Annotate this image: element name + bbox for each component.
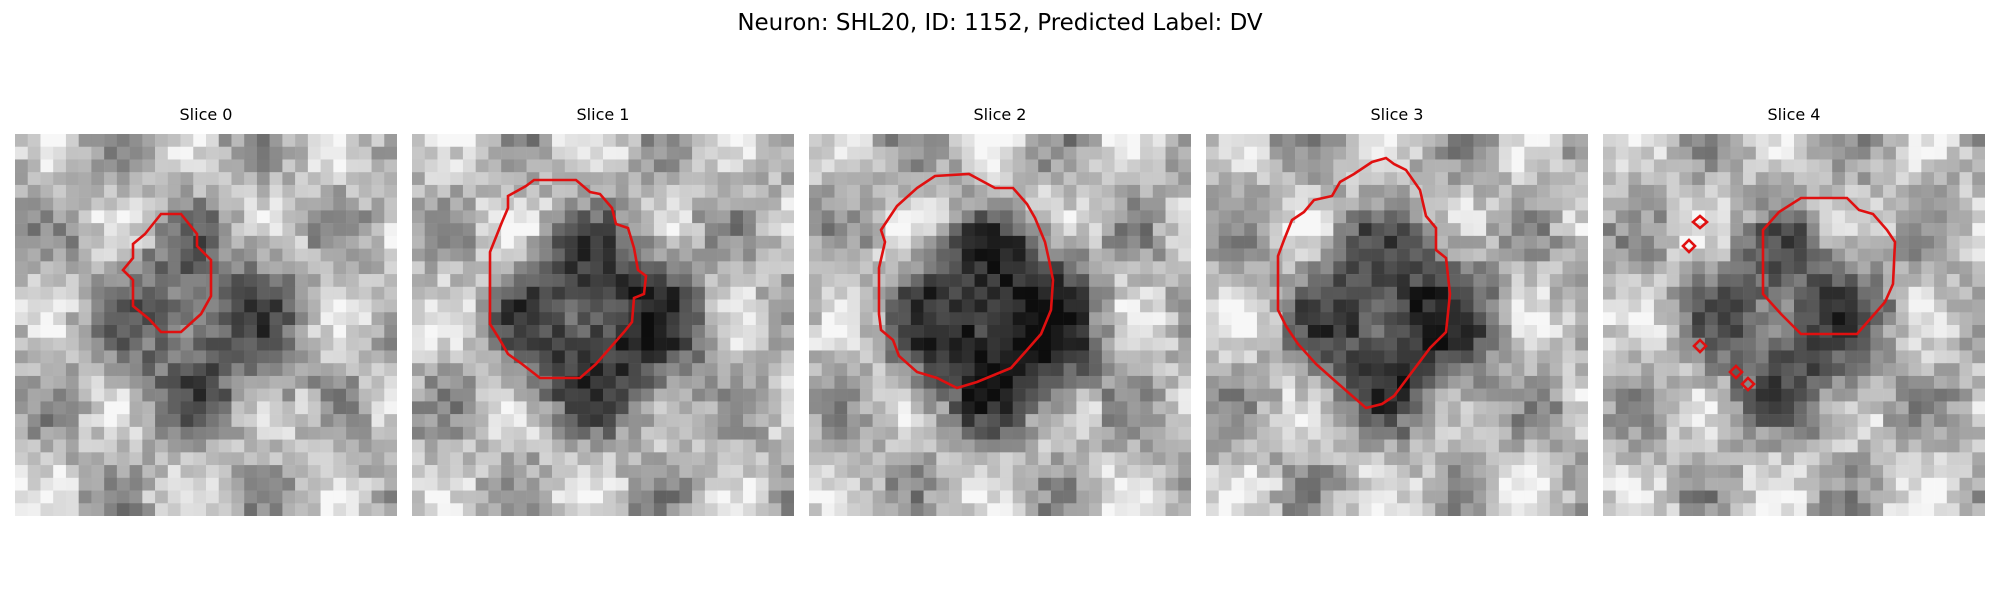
slice-panel-1: Slice 1 bbox=[412, 104, 794, 516]
slice-panel-4: Slice 4 bbox=[1603, 104, 1985, 516]
segmentation-contour-3 bbox=[1276, 156, 1452, 410]
slice-image-3 bbox=[1206, 134, 1588, 516]
slice-panel-0: Slice 0 bbox=[15, 104, 397, 516]
slice-panel-3: Slice 3 bbox=[1206, 104, 1588, 516]
slice-image-1 bbox=[412, 134, 794, 516]
segmentation-contour-1 bbox=[488, 178, 648, 380]
slice-title-0: Slice 0 bbox=[179, 105, 233, 124]
slice-title-4: Slice 4 bbox=[1767, 105, 1821, 124]
slice-title-1: Slice 1 bbox=[576, 105, 630, 124]
slice-image-2 bbox=[809, 134, 1191, 516]
slice-panel-2: Slice 2 bbox=[809, 104, 1191, 516]
segmentation-contour-0 bbox=[121, 212, 213, 334]
slice-title-3: Slice 3 bbox=[1370, 105, 1424, 124]
segmentation-contour-2 bbox=[877, 172, 1055, 390]
slice-image-4 bbox=[1603, 134, 1985, 516]
slice-title-2: Slice 2 bbox=[973, 105, 1027, 124]
segmentation-contour-4 bbox=[1681, 196, 1897, 392]
figure-title: Neuron: SHL20, ID: 1152, Predicted Label… bbox=[737, 10, 1263, 36]
slice-image-0 bbox=[15, 134, 397, 516]
